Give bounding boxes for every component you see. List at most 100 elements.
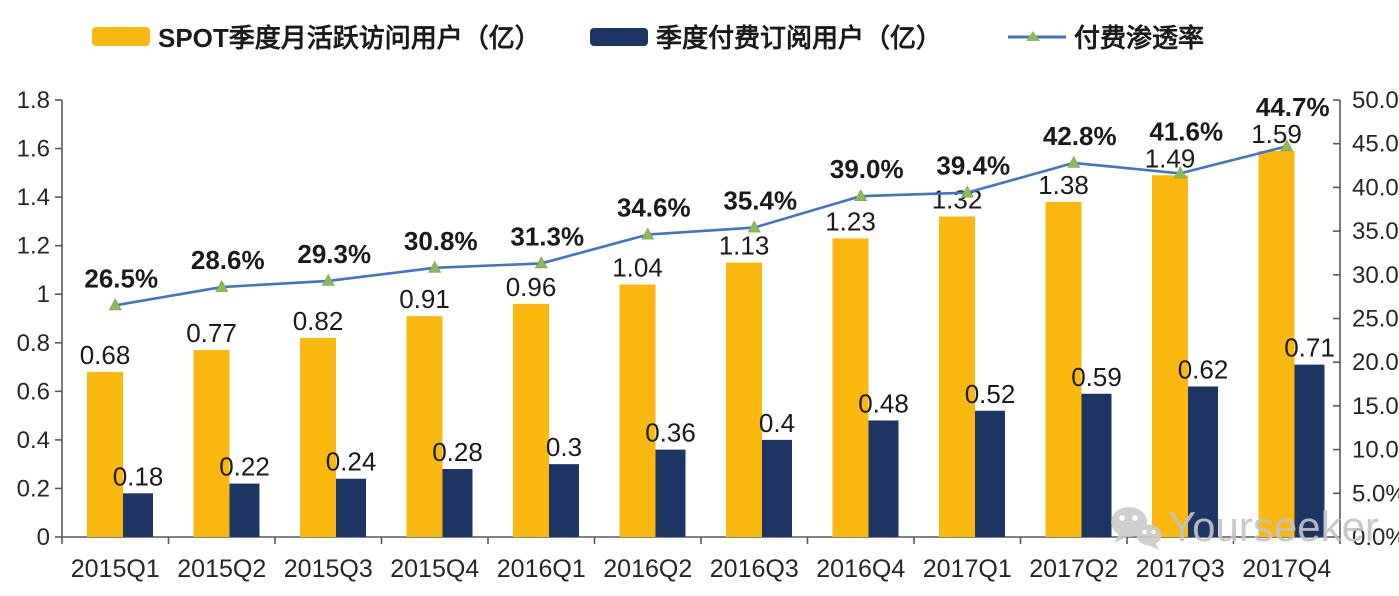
x-axis-category-label: 2015Q3 — [284, 555, 373, 583]
penetration-percent-label: 35.4% — [723, 186, 797, 216]
chart-legend: SPOT季度月活跃访问用户（亿） 季度付费订阅用户（亿） 付费渗透率 — [0, 0, 1399, 60]
penetration-marker-triangle — [215, 279, 229, 292]
left-axis-tick-label: 1.4 — [17, 184, 50, 211]
watermark-brand: Yourseeker — [1168, 503, 1379, 550]
penetration-percent-label: 26.5% — [84, 263, 158, 293]
subscriber-value-label: 0.4 — [759, 408, 795, 438]
mau-bar — [193, 350, 230, 537]
legend-line-triangle-icon — [1008, 30, 1066, 41]
mau-value-label: 0.77 — [186, 318, 237, 348]
mau-value-label: 1.59 — [1251, 119, 1302, 149]
penetration-percent-label: 39.4% — [936, 151, 1010, 181]
subscriber-bar — [336, 478, 366, 537]
subscriber-bar — [229, 483, 260, 537]
x-axis-category-label: 2016Q2 — [603, 555, 692, 583]
right-axis-tick-label: 5.0% — [1352, 480, 1399, 507]
penetration-percent-label: 34.6% — [617, 193, 691, 223]
right-axis-tick-label: 30.0% — [1352, 262, 1399, 289]
subscriber-value-label: 0.3 — [546, 432, 582, 462]
subscriber-bar — [762, 439, 792, 537]
penetration-percent-label: 30.8% — [404, 226, 478, 256]
x-axis-category-label: 2015Q2 — [177, 555, 266, 583]
mau-bar — [1152, 175, 1188, 537]
mau-bar — [1258, 150, 1295, 537]
penetration-marker-triangle — [1280, 139, 1294, 152]
mau-bar — [406, 316, 443, 537]
subscriber-bar — [975, 410, 1005, 537]
subscriber-bar — [1081, 393, 1112, 537]
penetration-marker-triangle — [1173, 166, 1187, 179]
mau-value-label: 1.04 — [612, 253, 663, 283]
x-axis-category-label: 2015Q1 — [71, 555, 160, 583]
left-axis-tick-label: 0.4 — [17, 427, 50, 454]
left-axis-tick-label: 0 — [37, 524, 50, 551]
legend-swatch-mau-icon — [92, 27, 150, 46]
left-axis-tick-label: 0.2 — [17, 475, 50, 502]
mau-bar — [87, 371, 123, 537]
subscriber-value-label: 0.36 — [645, 418, 696, 448]
right-axis-tick-label: 50.0% — [1352, 87, 1399, 114]
mau-value-label: 0.68 — [80, 340, 131, 370]
penetration-percent-label: 41.6% — [1149, 116, 1223, 146]
penetration-percent-label: 29.3% — [297, 239, 371, 269]
mau-bar — [832, 238, 869, 537]
mau-bar — [300, 337, 336, 537]
subscriber-bar — [1188, 386, 1218, 537]
mau-value-label: 1.13 — [719, 231, 770, 261]
penetration-marker-triangle — [321, 273, 335, 286]
penetration-marker-triangle — [854, 189, 868, 201]
legend-label-penetration: 付费渗透率 — [1074, 23, 1205, 53]
penetration-marker-triangle — [747, 220, 761, 233]
mau-value-label: 1.49 — [1145, 143, 1196, 173]
subscriber-value-label: 0.48 — [858, 388, 909, 418]
mau-value-label: 1.38 — [1038, 170, 1089, 200]
wechat-icon — [1111, 507, 1162, 550]
right-axis-tick-label: 0.0% — [1352, 524, 1399, 551]
subscriber-bar — [123, 493, 153, 537]
right-axis-tick-label: 25.0% — [1352, 306, 1399, 333]
penetration-percent-label: 31.3% — [510, 221, 584, 251]
subscriber-value-label: 0.28 — [432, 437, 483, 467]
legend-label-mau: SPOT季度月活跃访问用户（亿） — [158, 23, 541, 53]
mau-value-label: 0.91 — [399, 284, 450, 314]
left-axis-tick-label: 1.2 — [17, 233, 50, 260]
penetration-percent-label: 28.6% — [191, 245, 265, 275]
right-axis-tick-label: 15.0% — [1352, 393, 1399, 420]
subscriber-value-label: 0.71 — [1284, 333, 1335, 363]
right-axis-tick-label: 45.0% — [1352, 131, 1399, 158]
right-axis-tick-label: 20.0% — [1352, 349, 1399, 376]
penetration-percent-label: 44.7% — [1256, 92, 1330, 122]
mau-bar — [1045, 201, 1082, 537]
mau-bar — [939, 216, 975, 538]
penetration-marker-triangle — [1067, 155, 1081, 168]
x-axis-category-label: 2015Q4 — [390, 555, 479, 583]
x-axis-category-label: 2017Q2 — [1029, 555, 1118, 583]
mau-value-label: 1.23 — [825, 206, 876, 236]
penetration-line — [115, 145, 1288, 307]
penetration-marker-triangle — [960, 185, 974, 198]
penetration-marker-triangle — [534, 256, 548, 269]
subscriber-value-label: 0.62 — [1178, 354, 1229, 384]
penetration-marker-triangle — [641, 227, 655, 240]
subscriber-value-label: 0.22 — [219, 452, 270, 482]
mau-bar — [619, 284, 656, 537]
legend-label-subscribers: 季度付费订阅用户（亿） — [656, 23, 943, 53]
x-axis-category-label: 2016Q3 — [710, 555, 799, 583]
subscriber-value-label: 0.24 — [326, 447, 377, 477]
mau-value-label: 0.82 — [293, 306, 344, 336]
legend-item-subscribers: 季度付费订阅用户（亿） — [590, 18, 942, 55]
subscriber-bar — [442, 469, 473, 537]
penetration-marker-triangle — [428, 260, 442, 273]
subscriber-bar — [655, 449, 686, 537]
left-axis-tick-label: 0.6 — [17, 378, 50, 405]
penetration-percent-label: 39.0% — [830, 154, 904, 184]
legend-item-mau: SPOT季度月活跃访问用户（亿） — [92, 18, 541, 55]
x-axis-category-label: 2016Q4 — [816, 555, 905, 583]
mau-value-label: 1.32 — [932, 185, 983, 215]
watermark: Yourseeker — [1108, 503, 1379, 551]
subscriber-bar — [549, 464, 579, 537]
subscriber-value-label: 0.52 — [965, 379, 1016, 409]
